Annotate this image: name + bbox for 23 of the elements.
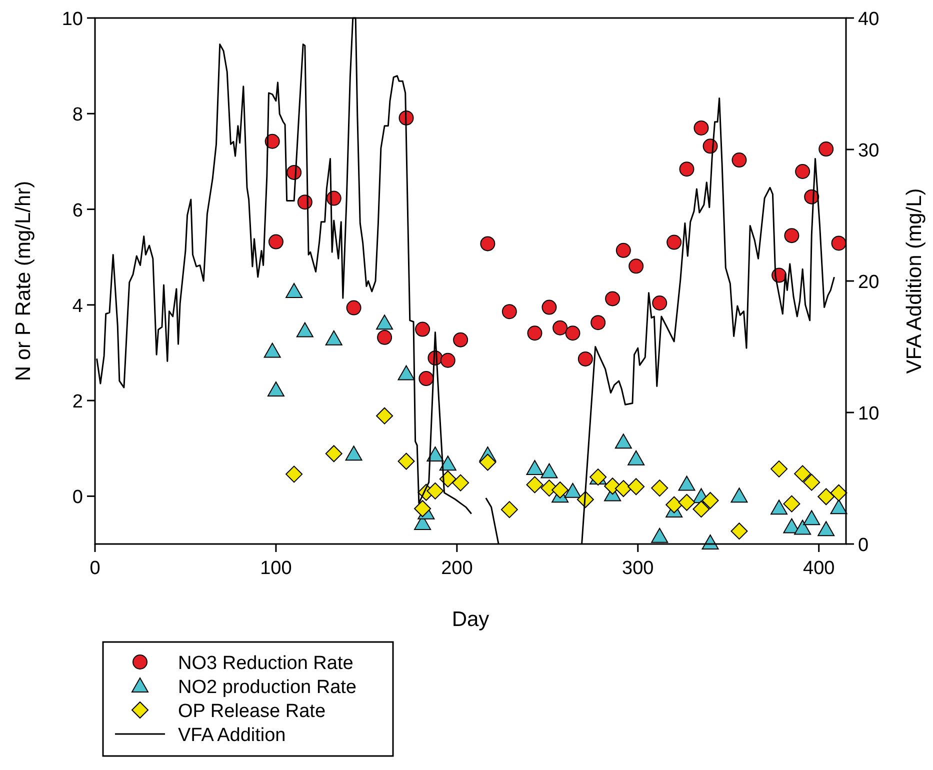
y2-tick-label: 20 <box>858 272 880 293</box>
y-tick-label: 10 <box>62 9 83 30</box>
y-tick-label: 4 <box>72 296 84 317</box>
y-tick-label: 2 <box>72 392 83 413</box>
x-axis-title: Day <box>452 608 490 631</box>
y-axis-title: N or P Rate (mg/L/hr) <box>12 180 35 382</box>
x-tick-label: 300 <box>622 558 654 579</box>
x-tick-label: 0 <box>90 558 100 579</box>
y-tick-label: 8 <box>72 104 83 126</box>
y2-tick-label: 0 <box>858 535 869 556</box>
y2-tick-label: 10 <box>858 404 880 424</box>
y-tick-label: 0 <box>72 487 83 508</box>
x-tick-label: 200 <box>441 558 473 579</box>
y-tick-label: 6 <box>72 200 83 222</box>
x-tick-label: 400 <box>803 558 835 579</box>
legend-label: NO2 production Rate <box>178 677 356 698</box>
y2-axis-title: VFA Addition (mg/L) <box>903 188 926 374</box>
legend-label: VFA Addition <box>178 725 286 746</box>
legend-label: NO3 Reduction Rate <box>178 653 354 674</box>
legend-label: OP Release Rate <box>178 701 326 722</box>
x-tick-label: 100 <box>260 558 292 579</box>
y2-tick-label: 40 <box>858 9 880 30</box>
y2-tick-label: 30 <box>858 140 880 162</box>
